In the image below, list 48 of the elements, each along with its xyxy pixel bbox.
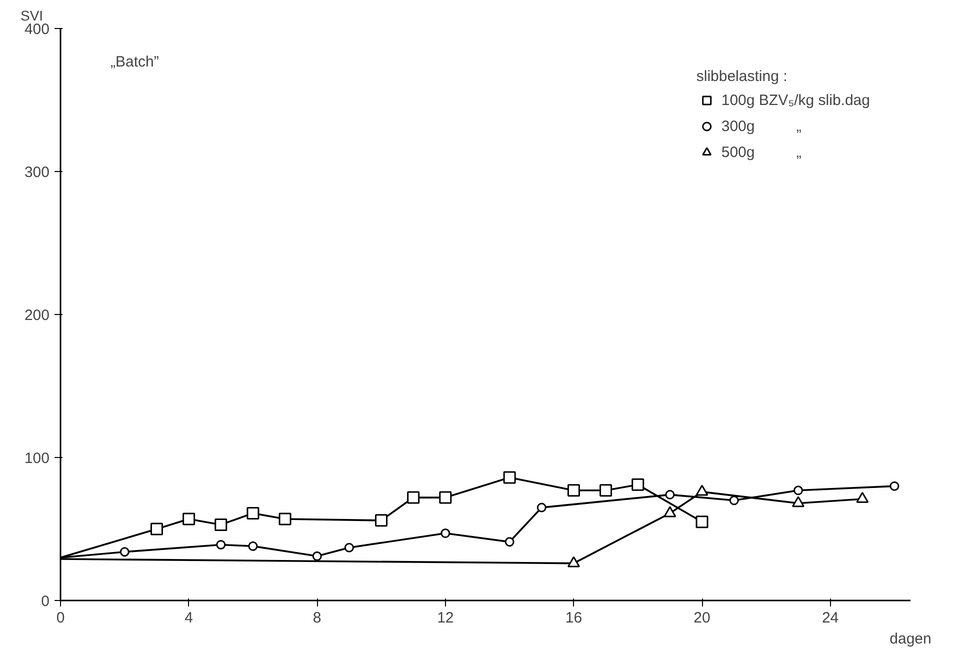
point bbox=[214, 518, 228, 531]
point bbox=[536, 502, 546, 512]
legend-label: 500g „ bbox=[721, 144, 802, 160]
point bbox=[793, 486, 803, 496]
legend-label: 100g BZV₅/kg slib.dag bbox=[721, 92, 870, 108]
legend-label: 300g „ bbox=[721, 118, 802, 134]
point bbox=[729, 496, 739, 506]
point bbox=[696, 484, 708, 496]
point bbox=[120, 547, 130, 557]
x-axis-title: dagen bbox=[890, 630, 932, 648]
y-axis-title: SVI bbox=[20, 8, 44, 24]
point bbox=[150, 522, 163, 536]
point bbox=[632, 478, 644, 491]
point bbox=[216, 540, 226, 550]
point bbox=[665, 490, 675, 500]
point bbox=[248, 541, 258, 551]
point bbox=[312, 551, 322, 561]
x-tick-label: 24 bbox=[822, 610, 839, 626]
y-tick-label: 0 bbox=[41, 593, 50, 610]
point bbox=[182, 512, 196, 526]
y-tick-label: 300 bbox=[24, 164, 50, 181]
point bbox=[600, 484, 612, 497]
point bbox=[278, 512, 292, 526]
point bbox=[792, 496, 804, 508]
point bbox=[890, 481, 900, 491]
point bbox=[696, 516, 708, 528]
y-tick-label: 100 bbox=[24, 450, 50, 467]
x-tick-label: 0 bbox=[56, 610, 65, 626]
annotation: „Batch” bbox=[110, 54, 159, 70]
x-tick-label: 12 bbox=[437, 610, 454, 626]
x-tick-label: 4 bbox=[184, 610, 193, 626]
point bbox=[664, 506, 676, 518]
point bbox=[375, 514, 388, 527]
point bbox=[567, 556, 580, 568]
x-tick-label: 8 bbox=[312, 610, 322, 626]
point bbox=[503, 471, 516, 484]
point bbox=[440, 528, 450, 538]
y-tick-label: 200 bbox=[24, 307, 50, 324]
point bbox=[567, 484, 580, 497]
legend-title: slibbelasting : bbox=[696, 68, 788, 85]
point bbox=[246, 507, 260, 520]
x-tick-label: 16 bbox=[565, 610, 582, 626]
point bbox=[439, 491, 452, 504]
point bbox=[407, 491, 420, 504]
point bbox=[504, 537, 514, 547]
point bbox=[344, 542, 354, 552]
y-tick-label: 400 bbox=[24, 21, 50, 38]
x-tick-label: 20 bbox=[694, 610, 710, 626]
